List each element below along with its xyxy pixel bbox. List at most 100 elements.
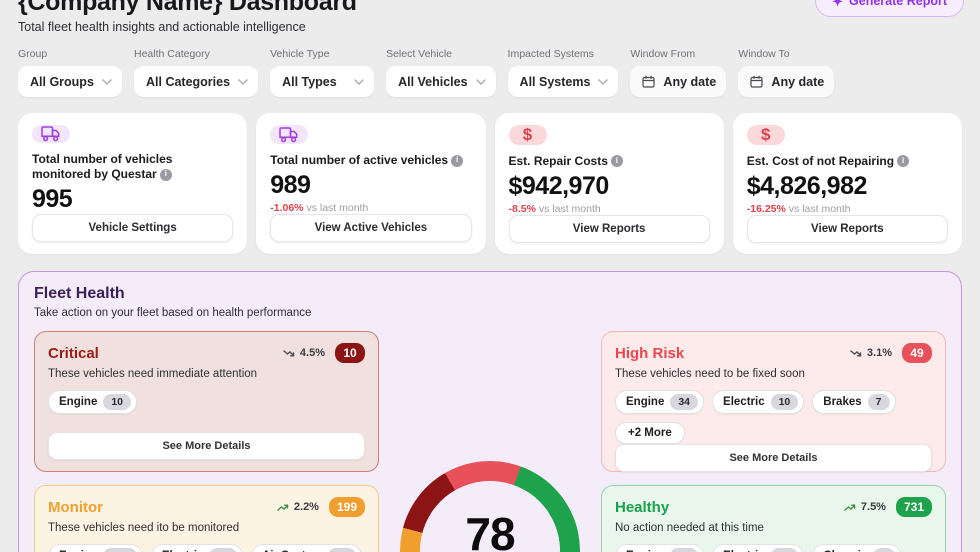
chevron-down-icon xyxy=(354,78,364,85)
system-chip[interactable]: Electric 10 xyxy=(712,390,805,414)
high-risk-count-badge: 49 xyxy=(902,343,932,363)
stat-value: $942,970 xyxy=(508,171,610,200)
trend: 3.1% xyxy=(850,347,892,359)
critical-title: Critical xyxy=(48,344,99,362)
filter-label: Group xyxy=(18,48,48,60)
generate-report-label: Generate Report xyxy=(849,0,947,8)
generate-report-button[interactable]: ✦ Generate Report xyxy=(815,0,964,17)
filter-label: Select Vehicle xyxy=(386,48,453,60)
stat-card-repair-costs: $ Est. Repair Costs i $942,970 -8.5% vs l… xyxy=(494,113,724,254)
info-icon[interactable]: i xyxy=(451,154,464,167)
chevron-down-icon xyxy=(102,78,112,85)
high-risk-description: These vehicles need to be fixed soon xyxy=(615,368,805,380)
view-active-vehicles-button[interactable]: View Active Vehicles xyxy=(270,214,472,242)
trend: 4.5% xyxy=(283,347,325,359)
window-to-datepicker[interactable]: Any date xyxy=(738,66,835,97)
dollar-icon: $ xyxy=(746,125,785,145)
dropdown-value: All Vehicles xyxy=(398,74,468,89)
monitor-description: These vehicles need ito be monitored xyxy=(48,522,240,534)
healthy-card: Healthy 7.5% 731 No action needed at thi… xyxy=(601,485,946,552)
filter-bar: Group All Groups Health Category All Cat… xyxy=(18,48,962,97)
calendar-icon xyxy=(642,75,656,88)
filter-label: Vehicle Type xyxy=(270,48,330,60)
stat-value: 995 xyxy=(32,185,73,213)
filter-label: Impacted Systems xyxy=(507,48,594,60)
system-chip[interactable]: Electric31 xyxy=(150,544,244,552)
view-reports-button[interactable]: View Reports xyxy=(508,214,710,243)
truck-icon xyxy=(32,125,70,143)
monitor-count-badge: 199 xyxy=(328,497,365,517)
stat-title: Total number of vehicles monitored by Qu… xyxy=(32,151,173,182)
filter-impacted-systems: Impacted Systems All Systems xyxy=(507,48,619,97)
chevron-down-icon xyxy=(238,78,248,85)
trend-down-icon xyxy=(283,349,295,356)
page-title: {Company Name} Dashboard xyxy=(18,0,357,16)
health-category-dropdown[interactable]: All Categories xyxy=(134,66,259,97)
health-score-donut: 78 3.2% vs last week xyxy=(392,331,588,552)
truck-icon xyxy=(270,125,309,145)
page-subtitle: Total fleet health insights and actionab… xyxy=(18,20,306,34)
filter-group: Group All Groups xyxy=(18,48,122,97)
healthy-description: No action needed at this time xyxy=(615,522,764,534)
stat-delta: -8.5% vs last month xyxy=(508,202,601,215)
trend: 2.2% xyxy=(277,501,319,513)
stat-delta: -16.25% vs last month xyxy=(746,202,851,215)
see-more-details-button[interactable]: See More Details xyxy=(48,432,365,460)
filter-window-to: Window To Any date xyxy=(738,48,835,97)
stat-card-total-vehicles: Total number of vehicles monitored by Qu… xyxy=(18,113,248,254)
filter-label: Health Category xyxy=(134,48,210,60)
stat-card-active-vehicles: Total number of active vehicles i 989 -1.… xyxy=(256,113,486,254)
healthy-title: Healthy xyxy=(615,498,670,516)
system-chip[interactable]: Engine 34 xyxy=(615,390,705,414)
impacted-systems-dropdown[interactable]: All Systems xyxy=(507,66,619,97)
select-vehicle-dropdown[interactable]: All Vehicles xyxy=(386,66,496,97)
system-chip[interactable]: Engine146 xyxy=(48,544,143,552)
more-chips-chip[interactable]: +2 More xyxy=(615,422,685,444)
stat-value: 989 xyxy=(270,171,311,199)
system-chip[interactable]: Brakes 7 xyxy=(812,390,896,414)
fleet-health-title: Fleet Health xyxy=(34,285,125,302)
system-chip[interactable]: Air System29 xyxy=(251,544,362,552)
info-icon[interactable]: i xyxy=(897,155,910,168)
system-chip[interactable]: Electric12 xyxy=(712,544,805,552)
dollar-icon: $ xyxy=(508,125,547,145)
vehicle-type-dropdown[interactable]: All Types xyxy=(270,66,375,97)
stat-cards-row: Total number of vehicles monitored by Qu… xyxy=(18,113,962,254)
system-chip[interactable]: Chassis8 xyxy=(812,544,902,552)
healthy-count-badge: 731 xyxy=(895,497,932,517)
dropdown-value: All Categories xyxy=(146,74,231,89)
trend-down-icon xyxy=(850,349,862,356)
fleet-health-grid: Critical 4.5% 10 These vehicles need imm… xyxy=(34,331,946,552)
date-value: Any date xyxy=(663,74,717,89)
high-risk-card: High Risk 3.1% 49 These vehicles need to… xyxy=(601,331,946,472)
filter-window-from: Window From Any date xyxy=(630,48,727,97)
see-more-details-button[interactable]: See More Details xyxy=(615,444,932,472)
fleet-health-section: Fleet Health Take action on your fleet b… xyxy=(18,271,962,552)
dropdown-value: All Systems xyxy=(519,74,591,89)
filter-vehicle-type: Vehicle Type All Types xyxy=(270,48,375,97)
filter-health-category: Health Category All Categories xyxy=(134,48,259,97)
dropdown-value: All Groups xyxy=(30,74,94,89)
trend-up-icon xyxy=(844,504,856,511)
sparkle-icon: ✦ xyxy=(832,0,844,9)
stat-value: $4,826,982 xyxy=(746,171,868,200)
view-reports-button[interactable]: View Reports xyxy=(746,214,948,243)
group-dropdown[interactable]: All Groups xyxy=(18,66,122,97)
trend-up-icon xyxy=(277,504,289,511)
stat-delta: -1.06% vs last month xyxy=(270,202,369,214)
chevron-down-icon xyxy=(475,78,486,85)
monitor-card: Monitor 2.2% 199 These vehicles need ito… xyxy=(34,485,379,552)
stat-title: Est. Cost of not Repairing i xyxy=(747,154,948,170)
stat-card-cost-not-repairing: $ Est. Cost of not Repairing i $4,826,982… xyxy=(732,113,962,254)
info-icon[interactable]: i xyxy=(610,155,623,168)
info-icon[interactable]: i xyxy=(159,168,172,181)
vehicle-settings-button[interactable]: Vehicle Settings xyxy=(32,214,234,242)
fleet-health-subtitle: Take action on your fleet based on healt… xyxy=(34,307,312,319)
monitor-title: Monitor xyxy=(48,498,103,516)
dropdown-value: All Types xyxy=(282,74,337,89)
stat-title: Total number of active vehicles i xyxy=(270,153,471,169)
window-from-datepicker[interactable]: Any date xyxy=(630,66,727,97)
system-chip[interactable]: Engine 10 xyxy=(48,390,138,414)
system-chip[interactable]: Engine46 xyxy=(615,544,705,552)
